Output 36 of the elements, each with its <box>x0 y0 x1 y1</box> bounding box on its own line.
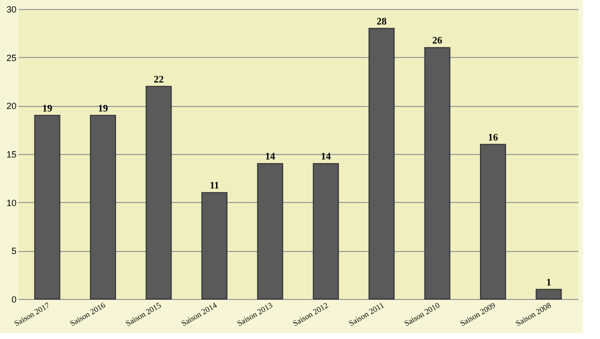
x-tick-label: Saison 2016 <box>68 300 107 328</box>
y-tick-label: 5 <box>11 246 16 256</box>
bar <box>424 47 450 300</box>
data-label: 26 <box>432 36 442 47</box>
x-tick-label: Saison 2010 <box>402 300 442 328</box>
data-label: 19 <box>98 103 108 114</box>
x-tick-label: Saison 2008 <box>514 300 553 328</box>
data-label: 28 <box>376 16 387 28</box>
bar <box>201 192 228 300</box>
bar <box>480 144 506 300</box>
y-tick-label: 20 <box>6 101 16 112</box>
data-label: 16 <box>488 132 498 144</box>
y-tick-label: 25 <box>6 52 16 63</box>
x-tick-label: Saison 2014 <box>180 300 218 328</box>
y-tick-label: 10 <box>6 198 16 208</box>
bar <box>257 163 284 300</box>
data-label: 19 <box>42 103 52 114</box>
x-tick-label: Saison 2009 <box>458 300 498 328</box>
x-tick-label: Saison 2013 <box>236 300 274 328</box>
bar <box>368 28 395 300</box>
data-label: 22 <box>154 74 164 86</box>
bar <box>90 114 116 300</box>
data-label: 14 <box>265 152 276 163</box>
x-tick-label: Saison 2011 <box>347 300 386 328</box>
data-label: 11 <box>210 180 220 192</box>
y-tick-label: 15 <box>6 150 16 160</box>
y-tick-label: 0 <box>11 294 16 304</box>
bar <box>34 114 60 300</box>
bar <box>536 288 562 300</box>
data-label: 1 <box>546 277 552 288</box>
bar <box>312 163 339 300</box>
x-tick-label: Saison 2015 <box>124 300 163 328</box>
data-label: 14 <box>320 152 331 163</box>
y-tick-label: 30 <box>6 4 16 14</box>
x-tick-label: Saison 2012 <box>291 300 330 328</box>
bar <box>146 86 172 300</box>
